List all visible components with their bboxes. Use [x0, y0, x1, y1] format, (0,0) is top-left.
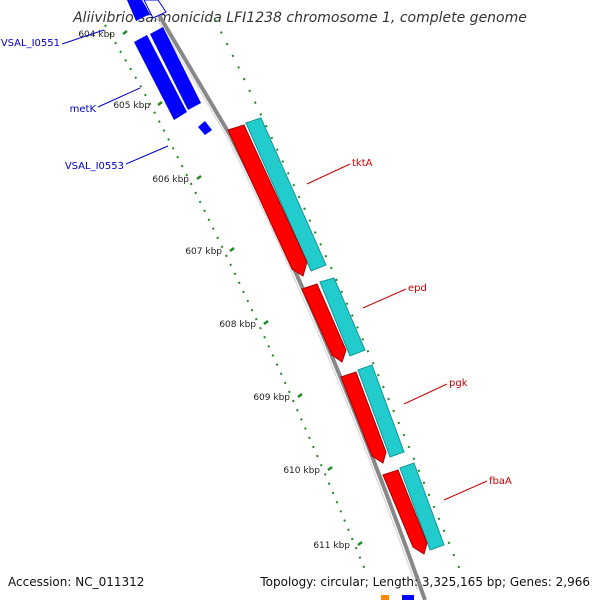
gene-epd-cds[interactable] — [301, 283, 347, 363]
tick-mark — [263, 320, 269, 325]
gene-epd-band — [319, 277, 366, 357]
gene-metK-cds[interactable] — [150, 27, 201, 110]
tick-group: 604 kbp 605 kbp 606 kbp 607 kbp 608 kbp 609 k… — [78, 30, 363, 551]
gene-top-stub-2 — [143, 0, 167, 19]
leader-pgk — [403, 383, 448, 405]
gene-tktA-cds[interactable] — [227, 124, 308, 277]
tick-mark — [297, 393, 303, 398]
reverse-genes — [127, 0, 212, 135]
bottom-stub-blue — [402, 595, 414, 600]
leader-tktA — [306, 163, 351, 185]
leader-epd — [362, 288, 407, 309]
gene-VSAL-I0551-cds[interactable] — [134, 35, 187, 120]
tick-label: 606 kbp — [152, 175, 189, 185]
tick-mark — [357, 541, 363, 546]
backbone-highlight — [145, 0, 422, 600]
reverse-labels: VSAL_I0551 metK VSAL_I0553 — [1, 29, 169, 172]
tick-label: 609 kbp — [253, 393, 290, 403]
label-metK[interactable]: metK — [70, 104, 97, 115]
gene-top-stub-1 — [127, 0, 150, 21]
gene-VSAL-I0553-cds[interactable] — [198, 121, 212, 135]
label-VSAL-I0553[interactable]: VSAL_I0553 — [65, 161, 124, 172]
leader-VSAL-I0553 — [125, 145, 169, 165]
accession-text: Accession: NC_011312 — [8, 575, 144, 589]
tick-mark — [196, 175, 202, 180]
tick-label: 611 kbp — [313, 541, 350, 551]
forward-labels: tktA epd pgk fbaA — [306, 158, 512, 501]
label-VSAL-I0551[interactable]: VSAL_I0551 — [1, 38, 60, 49]
tick-label: 605 kbp — [113, 101, 150, 111]
tick-mark — [327, 466, 333, 471]
label-pgk[interactable]: pgk — [449, 378, 468, 389]
label-tktA[interactable]: tktA — [352, 158, 373, 169]
gene-tktA-band — [245, 117, 327, 272]
leader-fbaA — [443, 480, 488, 501]
tick-mark — [122, 30, 128, 35]
forward-genes — [227, 117, 445, 600]
tick-track — [104, 24, 366, 571]
label-epd[interactable]: epd — [408, 283, 427, 294]
gene-fbaA-band — [399, 462, 445, 551]
tick-mark — [229, 247, 235, 252]
label-fbaA[interactable]: fbaA — [489, 476, 512, 487]
tick-label: 608 kbp — [219, 320, 256, 330]
genome-summary-text: Topology: circular; Length: 3,325,165 bp… — [259, 575, 590, 589]
leader-VSAL-I0551 — [61, 29, 105, 45]
tick-mark — [157, 101, 163, 106]
gene-pgk-cds[interactable] — [340, 371, 387, 464]
gene-fbaA-cds[interactable] — [382, 469, 428, 555]
tick-label: 610 kbp — [283, 466, 320, 476]
tick-label: 604 kbp — [78, 30, 115, 40]
leader-metK — [97, 87, 141, 108]
tick-label: 607 kbp — [185, 247, 222, 257]
map-title: Aliivibrio salmonicida LFI1238 chromosom… — [72, 10, 527, 26]
bottom-stub-orange — [381, 595, 389, 600]
gene-pgk-band — [357, 364, 405, 458]
